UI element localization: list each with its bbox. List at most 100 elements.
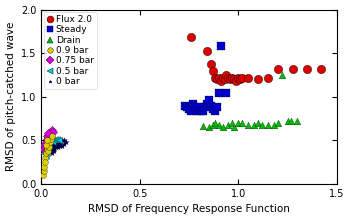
Point [52, 137, 58, 140]
Point [46, 132, 51, 135]
Point [51, 139, 57, 142]
Point [184, 106, 190, 109]
Point [59, 139, 65, 142]
Point [57, 139, 63, 142]
Point [47, 132, 52, 135]
Point [226, 76, 231, 79]
Point [53, 139, 59, 142]
Point [49, 128, 55, 132]
Point [47, 140, 53, 144]
Point [194, 109, 200, 112]
Point [255, 121, 261, 125]
Point [44, 143, 50, 147]
Point [214, 78, 219, 81]
Point [47, 140, 53, 144]
Point [210, 123, 216, 126]
Point [188, 109, 194, 112]
Point [43, 146, 49, 149]
Point [271, 123, 277, 126]
Point [200, 124, 206, 127]
Point [200, 109, 206, 112]
Point [47, 144, 53, 147]
Point [41, 152, 46, 155]
Point [295, 119, 300, 123]
Point [290, 67, 296, 71]
Point [218, 79, 223, 83]
Y-axis label: RMSD of pitch-catched wave: RMSD of pitch-catched wave [6, 22, 15, 171]
Point [53, 140, 59, 144]
Point [57, 142, 63, 146]
Point [220, 76, 225, 79]
Point [210, 107, 216, 111]
Point [47, 146, 52, 149]
Point [50, 140, 56, 144]
Point [46, 139, 51, 142]
Point [206, 99, 211, 102]
Point [47, 140, 52, 144]
Point [49, 134, 55, 138]
Point [279, 73, 285, 77]
Point [233, 79, 239, 83]
Point [46, 144, 51, 147]
Point [251, 123, 257, 126]
Point [186, 107, 192, 111]
Point [218, 44, 223, 48]
Point [49, 142, 55, 146]
Point [59, 144, 65, 147]
Point [224, 92, 229, 95]
Point [50, 130, 56, 134]
Point [237, 78, 243, 81]
Point [43, 149, 49, 153]
Point [226, 123, 231, 126]
Point [42, 147, 47, 151]
Point [53, 142, 59, 146]
Point [232, 78, 237, 81]
Point [236, 121, 241, 125]
Point [198, 109, 204, 112]
Point [42, 156, 48, 160]
Point [230, 76, 235, 79]
Point [57, 144, 63, 147]
Point [206, 126, 211, 129]
Point [61, 142, 67, 146]
Point [188, 36, 194, 39]
Point [56, 139, 62, 142]
Point [216, 92, 222, 95]
Point [44, 147, 50, 151]
Point [49, 144, 55, 147]
Point [192, 106, 198, 109]
Point [289, 119, 294, 123]
Point [42, 169, 47, 173]
Point [51, 140, 57, 144]
Point [43, 143, 49, 147]
Point [236, 76, 241, 79]
Point [42, 144, 47, 147]
Point [42, 146, 48, 149]
Point [46, 140, 51, 144]
Point [196, 106, 202, 109]
Point [42, 143, 47, 147]
Point [228, 78, 233, 81]
Point [44, 139, 50, 142]
Legend: Flux 2.0, Steady, Drain, 0.9 bar, 0.75 bar, 0.5 bar, 0 bar: Flux 2.0, Steady, Drain, 0.9 bar, 0.75 b… [44, 12, 97, 89]
Point [43, 142, 49, 146]
Point [43, 154, 49, 158]
Point [51, 149, 57, 153]
Point [182, 104, 188, 107]
Point [239, 76, 245, 79]
Point [212, 76, 217, 79]
Point [42, 165, 47, 168]
Point [53, 144, 59, 147]
Point [47, 130, 53, 134]
Point [51, 147, 57, 151]
Point [220, 126, 225, 129]
Point [41, 147, 46, 151]
Point [49, 147, 55, 151]
Point [44, 134, 50, 138]
Point [275, 121, 280, 125]
Point [43, 140, 49, 144]
Point [265, 76, 271, 79]
Point [43, 152, 49, 155]
Point [265, 123, 271, 126]
Point [245, 123, 251, 126]
